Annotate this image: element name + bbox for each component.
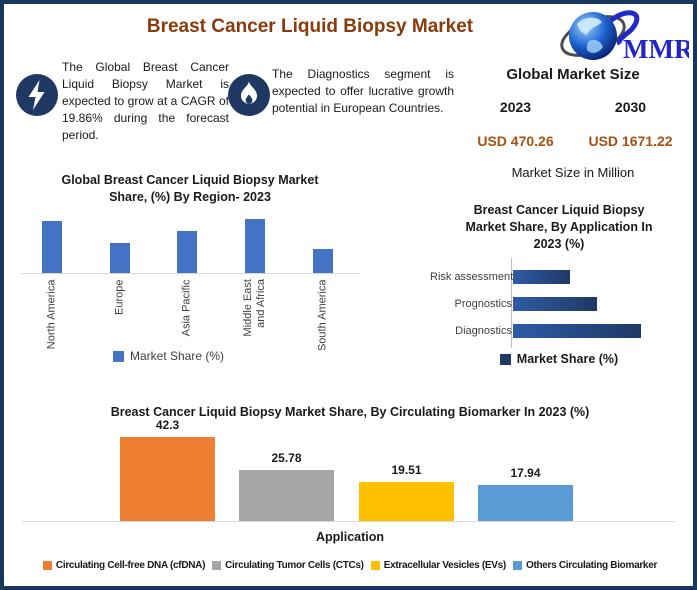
mmr-logo: MMR <box>559 6 693 64</box>
region-bar <box>110 243 130 273</box>
region-legend-label: Market Share (%) <box>130 349 225 363</box>
page-title: Breast Cancer Liquid Biopsy Market <box>146 16 474 37</box>
region-bar <box>177 231 197 273</box>
chart-region: Global Breast Cancer Liquid Biopsy Marke… <box>14 172 366 372</box>
callout-cagr-text: The Global Breast Cancer Liquid Biopsy M… <box>62 60 229 142</box>
market-size-value-2023: USD 470.26 <box>477 133 554 149</box>
biomarker-legend-item: Circulating Tumor Cells (CTCs) <box>212 560 364 571</box>
application-category-label: Diagnostics <box>455 325 512 337</box>
legend-swatch-icon <box>499 353 511 365</box>
chart-biomarker: Breast Cancer Liquid Biopsy Market Share… <box>14 400 686 586</box>
logo-text: MMR <box>623 34 689 64</box>
biomarker-legend-item: Circulating Cell-free DNA (cfDNA) <box>42 560 206 571</box>
biomarker-legend-label: Circulating Tumor Cells (CTCs) <box>225 560 364 571</box>
biomarker-bar <box>478 485 573 521</box>
callout-diagnostics-text: The Diagnostics segment is expected to o… <box>272 67 454 115</box>
region-bar <box>42 220 62 273</box>
region-bar <box>245 219 265 273</box>
biomarker-legend-item: Others Circulating Biomarker <box>512 560 658 571</box>
application-y-axis-line <box>511 258 512 348</box>
region-bar <box>313 249 333 273</box>
biomarker-value-label: 42.3 <box>155 418 180 433</box>
application-bar <box>513 324 641 338</box>
region-chart-legend: Market Share (%) <box>113 349 224 363</box>
market-size-year-2030: 2030 <box>614 99 647 115</box>
lightning-bolt-icon <box>16 74 58 116</box>
legend-swatch-icon <box>212 561 222 570</box>
market-size-value-2030: USD 1671.22 <box>588 133 673 149</box>
region-category-label: North America <box>45 279 58 349</box>
legend-swatch-icon <box>370 561 380 570</box>
biomarker-chart-title: Breast Cancer Liquid Biopsy Market Share… <box>110 405 590 419</box>
legend-swatch-icon <box>42 561 52 570</box>
biomarker-legend-label: Extracellular Vesicles (EVs) <box>383 560 507 571</box>
market-size-year-2023: 2023 <box>499 99 532 115</box>
legend-swatch-icon <box>113 350 124 362</box>
application-category-label: Prognostics <box>454 298 512 310</box>
global-market-size-block: Global Market Size 2023 2030 USD 470.26 … <box>458 66 688 180</box>
biomarker-value-label: 19.51 <box>391 463 422 478</box>
region-category-label: South America <box>316 279 329 351</box>
biomarker-legend-label: Others Circulating Biomarker <box>525 560 658 571</box>
application-bar <box>513 297 598 311</box>
flame-icon <box>228 74 270 116</box>
biomarker-value-label: 25.78 <box>271 450 302 465</box>
biomarker-value-label: 17.94 <box>510 466 541 481</box>
application-legend-label: Market Share (%) <box>516 352 619 366</box>
biomarker-bar <box>359 482 454 521</box>
application-chart-title: Breast Cancer Liquid Biopsy Market Share… <box>465 203 653 251</box>
mmr-logo-graphic: MMR <box>560 10 693 64</box>
legend-swatch-icon <box>512 561 522 570</box>
application-bar <box>513 270 571 284</box>
region-x-axis-line <box>20 273 360 274</box>
biomarker-x-axis-line <box>22 521 676 522</box>
chart-application: Breast Cancer Liquid Biopsy Market Share… <box>430 200 688 382</box>
biomarker-xlabel: Application <box>315 530 385 544</box>
application-chart-legend: Market Share (%) <box>430 352 688 366</box>
biomarker-bar <box>120 437 215 521</box>
region-chart-plot <box>14 212 366 274</box>
biomarker-bar <box>239 469 334 521</box>
biomarker-legend-item: Extracellular Vesicles (EVs) <box>370 560 507 571</box>
market-size-title: Global Market Size <box>506 66 640 83</box>
application-category-label: Risk assessment <box>430 271 514 283</box>
region-category-label: Middle East and Africa <box>242 279 267 337</box>
market-size-note: Market Size in Million <box>511 165 635 180</box>
biomarker-legend-label: Circulating Cell-free DNA (cfDNA) <box>55 560 206 571</box>
biomarker-chart-legend: Circulating Cell-free DNA (cfDNA) Circula… <box>12 560 688 571</box>
region-chart-title: Global Breast Cancer Liquid Biopsy Marke… <box>61 173 319 204</box>
logo-swirl <box>607 10 640 46</box>
